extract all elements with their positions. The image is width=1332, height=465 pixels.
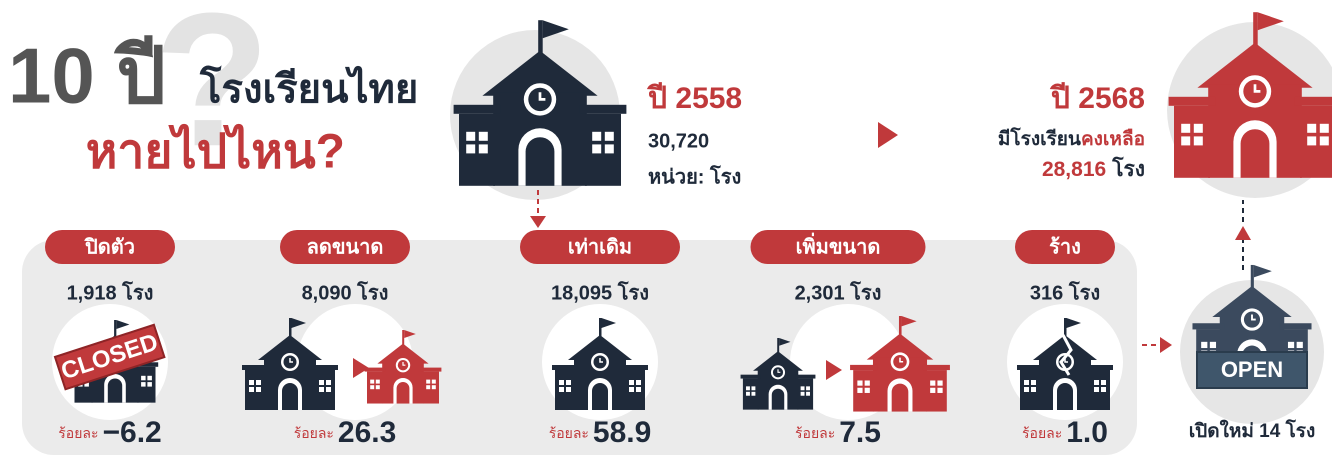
new-arrow <box>1160 337 1172 353</box>
category-percent: ร้อยละ 58.9 <box>549 416 652 449</box>
header-question: หายไปไหน? <box>86 123 345 179</box>
category-count: 18,095 โรง <box>551 280 649 304</box>
timeline-arrow <box>878 122 898 148</box>
percent-label: ร้อยละ <box>1022 425 1062 441</box>
new-schools-text: เปิดใหม่ 14 โรง <box>1189 419 1316 442</box>
end-label: มีโรงเรียนคงเหลือ <box>998 127 1145 150</box>
category-count: 2,301 โรง <box>795 280 882 304</box>
grow-arrow <box>826 360 842 380</box>
category-name: ร้าง <box>1049 235 1081 258</box>
category-name: ลดขนาด <box>307 236 384 258</box>
end-label-highlight: คงเหลือ <box>1081 128 1145 150</box>
category-count: 8,090 โรง <box>302 280 389 304</box>
shrink-arrow <box>353 358 369 378</box>
open-sign-text: OPEN <box>1221 357 1283 382</box>
question-mark-bg: ? <box>154 0 270 186</box>
category-pill <box>520 230 680 264</box>
percent-value: 26.3 <box>338 416 396 449</box>
category-name: เพิ่มขนาด <box>796 231 881 258</box>
end-unit: โรง <box>1111 156 1145 181</box>
category-count: 1,918 โรง <box>67 280 154 304</box>
up-arrow <box>1235 226 1251 240</box>
end-year: ปี 2568 <box>1049 82 1145 115</box>
end-count: 28,816 <box>1042 158 1106 181</box>
category-percent: ร้อยละ 7.5 <box>795 416 881 449</box>
category-percent: ร้อยละ −6.2 <box>58 416 161 449</box>
closed-sign-board <box>53 323 166 391</box>
open-sign <box>1196 351 1308 389</box>
percent-value: 1.0 <box>1066 416 1108 449</box>
percent-label: ร้อยละ <box>294 425 334 441</box>
header-number: 10 ปี <box>8 32 166 120</box>
percent-label: ร้อยละ <box>58 425 98 441</box>
abandoned-crack <box>1059 334 1073 376</box>
end-label-text: มีโรงเรียน <box>998 127 1081 150</box>
end-count-line: 28,816 โรง <box>1042 156 1145 181</box>
category-count: 316 โรง <box>1030 280 1100 304</box>
start-unit: หน่วย: โรง <box>648 164 741 188</box>
category-percent: ร้อยละ 26.3 <box>294 416 397 449</box>
category-percent: ร้อยละ 1.0 <box>1022 416 1108 449</box>
down-arrow <box>530 216 546 228</box>
header-text: โรงเรียนไทย <box>199 66 418 112</box>
category-pill <box>45 230 175 264</box>
category-pill <box>750 230 926 264</box>
category-pill <box>1015 230 1115 264</box>
start-count: 30,720 <box>648 130 709 152</box>
category-pill <box>280 230 410 264</box>
category-name: เท่าเดิม <box>568 236 632 258</box>
start-year: ปี 2558 <box>646 82 742 115</box>
percent-value: 7.5 <box>839 416 881 449</box>
category-name: ปิดตัว <box>84 236 135 258</box>
percent-label: ร้อยละ <box>795 425 835 441</box>
percent-value: 58.9 <box>593 416 651 449</box>
percent-value: −6.2 <box>103 416 162 449</box>
percent-label: ร้อยละ <box>549 425 589 441</box>
